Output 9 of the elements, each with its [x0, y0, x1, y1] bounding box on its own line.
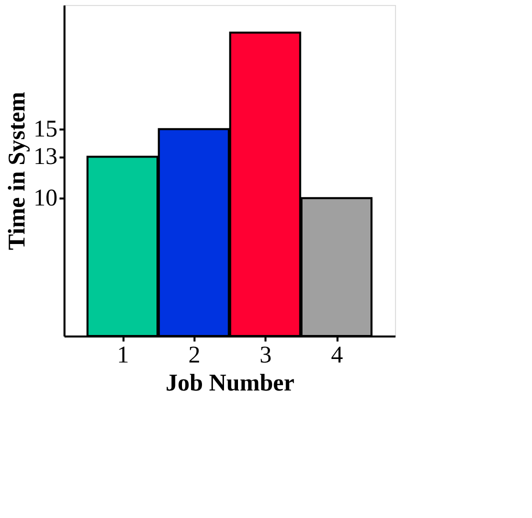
y-tick-label: 10 — [34, 186, 58, 212]
x-tick-label: 3 — [260, 342, 272, 368]
x-axis-title: Job Number — [166, 370, 295, 396]
y-tick-label: 13 — [34, 144, 58, 170]
y-tick-label: 15 — [34, 116, 58, 143]
x-tick-label: 4 — [331, 342, 343, 368]
x-tick-label: 2 — [188, 342, 200, 368]
y-axis-title: Time in System — [4, 92, 30, 250]
x-tick-label: 1 — [117, 342, 129, 368]
